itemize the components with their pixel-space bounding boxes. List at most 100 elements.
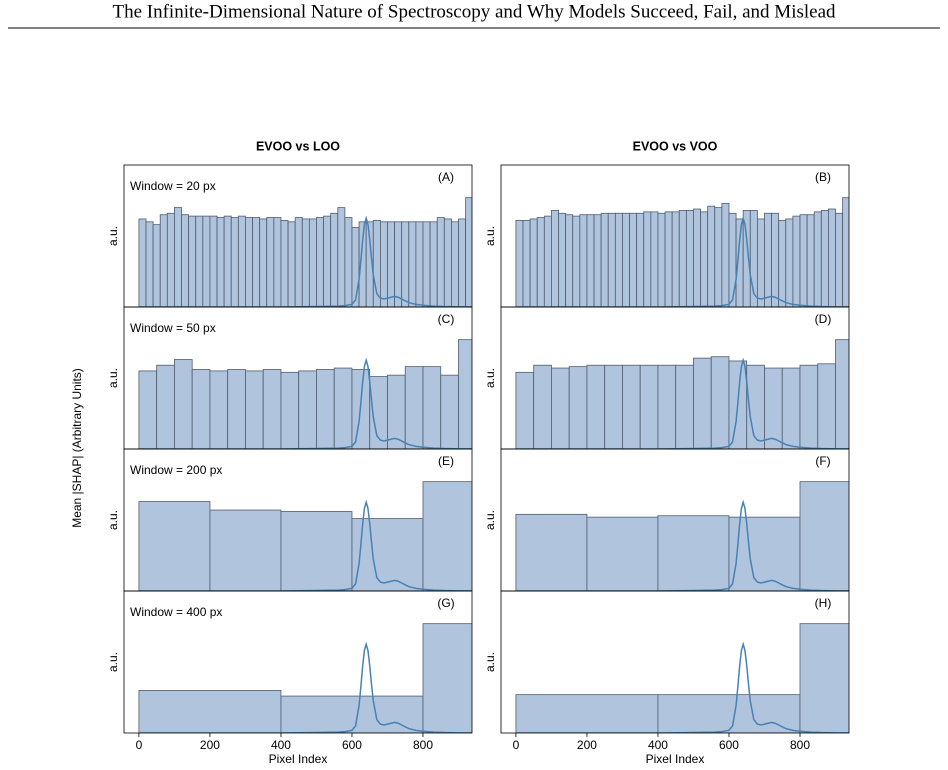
bar bbox=[408, 221, 417, 307]
x-tick-label: 400 bbox=[271, 738, 291, 752]
plot-area bbox=[138, 623, 472, 733]
panel-label: (A) bbox=[438, 170, 454, 184]
panel-title: EVOO vs VOO bbox=[633, 139, 718, 153]
bar bbox=[842, 197, 849, 307]
bar bbox=[614, 212, 623, 307]
bar bbox=[622, 212, 630, 307]
spectrum-line bbox=[515, 499, 849, 591]
spectrum-line bbox=[515, 215, 849, 307]
bar bbox=[156, 364, 175, 449]
bar bbox=[771, 212, 780, 307]
bar bbox=[152, 224, 161, 307]
bar bbox=[515, 694, 659, 733]
bar bbox=[440, 374, 459, 449]
y-axis-label: a.u. bbox=[483, 652, 497, 672]
bar bbox=[529, 218, 538, 307]
spectrum-line bbox=[515, 357, 849, 449]
bar bbox=[387, 221, 395, 307]
bar bbox=[227, 369, 246, 449]
plot-area bbox=[515, 623, 849, 733]
bar bbox=[639, 364, 659, 449]
bar bbox=[678, 210, 687, 307]
bar bbox=[294, 217, 303, 307]
x-tick-label: 600 bbox=[719, 738, 739, 752]
bar bbox=[422, 366, 442, 449]
bar bbox=[159, 214, 168, 307]
bar bbox=[586, 364, 606, 449]
y-axis-label: a.u. bbox=[106, 226, 120, 246]
bar bbox=[792, 215, 801, 307]
plot-area bbox=[138, 197, 472, 307]
y-axis-label: a.u. bbox=[106, 652, 120, 672]
bar bbox=[586, 214, 595, 307]
y-axis-label: a.u. bbox=[483, 368, 497, 388]
bar bbox=[543, 215, 552, 307]
bar bbox=[298, 370, 317, 449]
y-axis-label: a.u. bbox=[483, 226, 497, 246]
spectrum-line bbox=[138, 499, 472, 591]
x-axis-label: Pixel Index bbox=[269, 752, 328, 766]
bar bbox=[579, 214, 588, 307]
x-tick-label: 200 bbox=[577, 738, 597, 752]
bar bbox=[799, 364, 819, 449]
bar bbox=[422, 623, 472, 733]
bar bbox=[422, 481, 472, 591]
bar bbox=[728, 212, 737, 307]
y-axis-label: a.u. bbox=[106, 368, 120, 388]
bar bbox=[252, 217, 261, 307]
bar bbox=[166, 212, 175, 307]
bar bbox=[693, 357, 712, 449]
bar bbox=[650, 211, 659, 307]
bar bbox=[828, 208, 836, 307]
bar bbox=[191, 369, 211, 449]
bar bbox=[835, 212, 844, 307]
bar bbox=[799, 214, 808, 307]
bar bbox=[657, 364, 677, 449]
bar bbox=[308, 218, 317, 307]
bar bbox=[351, 227, 360, 307]
panel-title: EVOO vs LOO bbox=[256, 139, 340, 153]
bar bbox=[174, 207, 182, 307]
spectrum-line bbox=[515, 641, 849, 733]
bar bbox=[533, 364, 552, 449]
bar bbox=[323, 215, 332, 307]
bar bbox=[785, 218, 794, 307]
bar bbox=[721, 202, 730, 307]
bar bbox=[387, 374, 406, 449]
bar bbox=[714, 207, 723, 307]
bar bbox=[536, 217, 545, 307]
bar bbox=[799, 623, 849, 733]
bar bbox=[316, 369, 335, 449]
bar bbox=[622, 364, 641, 449]
bar bbox=[657, 694, 801, 733]
bar bbox=[781, 367, 801, 449]
plot-area bbox=[138, 339, 472, 449]
bar bbox=[259, 218, 268, 307]
bar bbox=[216, 217, 225, 307]
bar bbox=[629, 212, 638, 307]
window-label: Window = 400 px bbox=[130, 605, 222, 619]
bar bbox=[138, 218, 147, 307]
bar bbox=[138, 501, 211, 591]
axes-frame bbox=[123, 590, 473, 734]
bar bbox=[657, 515, 730, 591]
bar bbox=[301, 218, 310, 307]
bar bbox=[330, 212, 339, 307]
y-axis-label: a.u. bbox=[106, 510, 120, 530]
bar bbox=[515, 371, 535, 449]
x-tick-label: 800 bbox=[413, 738, 433, 752]
bar bbox=[209, 215, 218, 307]
bar bbox=[515, 513, 588, 591]
bar bbox=[266, 217, 275, 307]
bar bbox=[728, 516, 801, 591]
bar bbox=[664, 211, 673, 307]
bar bbox=[333, 367, 353, 449]
bar bbox=[245, 370, 264, 449]
bar bbox=[422, 221, 431, 307]
bar bbox=[344, 217, 353, 307]
bar bbox=[209, 509, 282, 591]
bar bbox=[693, 208, 701, 307]
x-tick-label: 200 bbox=[200, 738, 220, 752]
x-tick-label: 600 bbox=[342, 738, 362, 752]
